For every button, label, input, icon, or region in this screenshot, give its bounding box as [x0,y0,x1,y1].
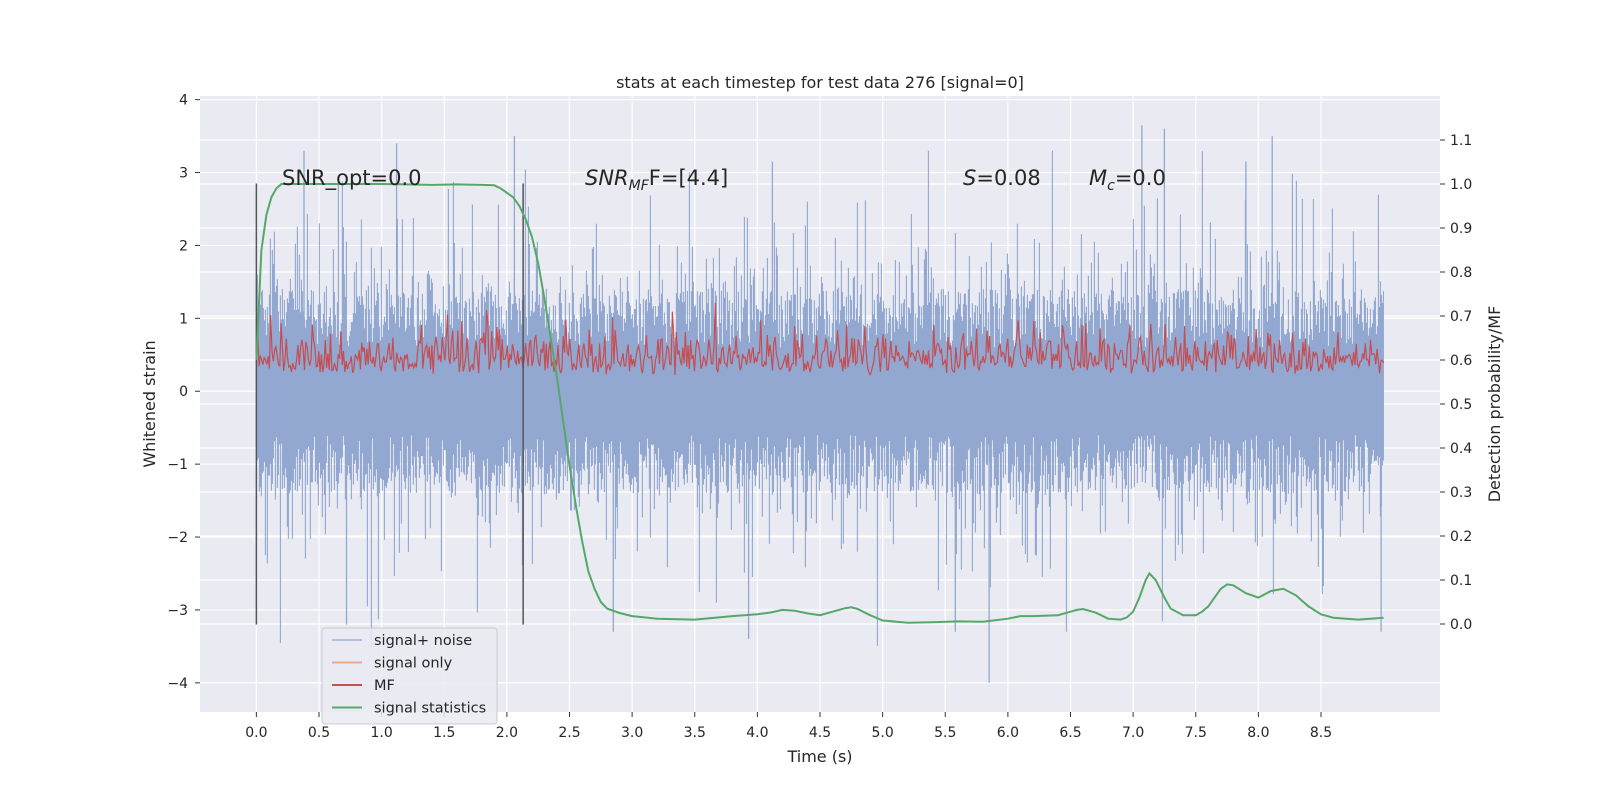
y2-tick-label: 0.0 [1450,617,1472,633]
annotation-mc-main: M [1089,166,1107,190]
annotation-s-main: S [963,166,976,190]
signal-statistics-series [255,183,1384,624]
y2-tick-label: 0.3 [1450,485,1472,501]
annotation-mc: Mc=0.0 [1089,166,1166,194]
y-tick-label: −3 [167,603,188,619]
y-tick-label: −1 [167,457,188,473]
x-tick-label: 0.5 [308,725,330,741]
mf-series [255,302,1385,377]
x-tick-label: 2.0 [496,725,518,741]
signal-noise-series [255,125,1384,683]
y-tick-label: 2 [179,238,188,254]
x-tick-label: 0.0 [245,725,267,741]
annotation-s-value: =0.08 [976,166,1040,190]
x-tick-label: 3.0 [621,725,643,741]
x-tick-label: 6.0 [997,725,1019,741]
y-tick-label: −2 [167,530,188,546]
annotation-mc-sub: c [1107,178,1115,194]
x-tick-label: 5.0 [871,725,893,741]
y2-tick-label: 0.7 [1450,309,1472,325]
legend-label: MF [374,678,395,694]
legend-label: signal+ noise [374,633,472,649]
annotation-snr-mf-value: F=[4.4] [649,166,728,190]
annotation-snr-opt: SNR_opt=0.0 [282,166,422,191]
mf-line [255,302,1385,377]
y2-axis-label: Detection probability/MF [1485,306,1504,503]
annotation-snr-mf: SNRMFF=[4.4] [585,166,728,194]
y-tick-label: 0 [179,384,188,400]
x-axis-label: Time (s) [786,747,852,766]
signal-statistics-line [255,183,1384,624]
x-tick-label: 4.0 [746,725,768,741]
y2-tick-label: 0.1 [1450,573,1472,589]
y-axis-ticks: 4 3 2 1 0 −1 −2 −3 −4 [167,93,200,692]
annotation-snr-mf-main: SNR [585,166,629,190]
y-tick-label: −4 [167,676,188,692]
legend-label: signal only [374,656,453,672]
y2-tick-label: 1.0 [1450,177,1472,193]
y2-tick-label: 0.2 [1450,529,1472,545]
y2-axis-ticks: 1.1 1.0 0.9 0.8 0.7 0.6 0.5 0.4 0.3 0.2 0.1 0.0 [1440,133,1472,633]
x-tick-label: 1.5 [433,725,455,741]
x-tick-label: 6.5 [1059,725,1081,741]
y2-tick-label: 0.6 [1450,353,1472,369]
y-tick-label: 1 [179,311,188,327]
legend-box [321,627,498,725]
signal-noise-spikes [303,125,1382,683]
legend-label: signal statistics [374,701,486,717]
y2-tick-label: 1.1 [1450,133,1472,149]
y2-tick-label: 0.9 [1450,221,1472,237]
plot-area [255,125,1385,683]
x-tick-label: 7.0 [1122,725,1144,741]
legend: signal+ noise signal only MF signal statist… [321,627,498,725]
y2-tick-label: 0.5 [1450,397,1472,413]
x-tick-label: 1.0 [370,725,392,741]
legend-entries: signal+ noise signal only MF signal statist… [332,633,486,717]
y2-tick-label: 0.4 [1450,441,1472,457]
x-tick-label: 5.5 [934,725,956,741]
x-tick-label: 7.5 [1185,725,1207,741]
vertical-markers [255,183,524,625]
x-tick-label: 8.5 [1310,725,1332,741]
x-axis-ticks: 0.0 0.5 1.0 1.5 2.0 2.5 3.0 3.5 4.0 4.5 5.0 5.5 6.0 6… [245,712,1332,741]
y-tick-label: 3 [179,166,188,182]
x-tick-label: 3.5 [684,725,706,741]
y-tick-label: 4 [179,93,188,109]
y2-tick-label: 0.8 [1450,265,1472,281]
y-axis-label: Whitened strain [140,340,159,467]
x-tick-label: 8.0 [1247,725,1269,741]
annotation-snr-mf-sub: MF [629,178,650,194]
annotation-mc-value: =0.0 [1115,166,1166,190]
x-tick-label: 4.5 [809,725,831,741]
annotation-s: S=0.08 [963,166,1041,190]
chart-title: stats at each timestep for test data 276… [616,73,1024,92]
x-tick-label: 2.5 [558,725,580,741]
